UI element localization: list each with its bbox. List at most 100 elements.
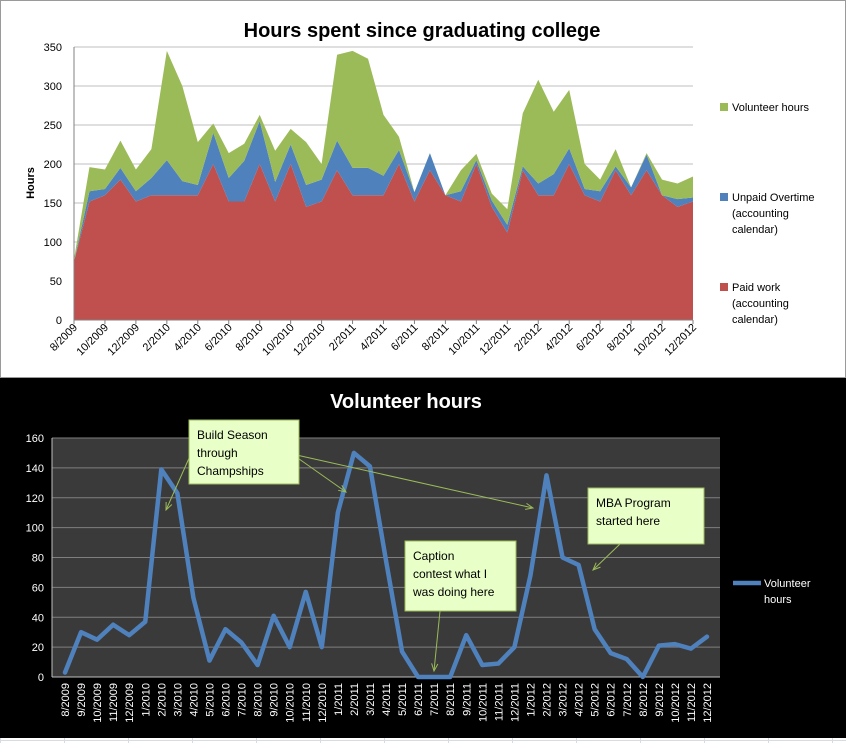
chart1-area-2 [74, 50, 693, 262]
chart1-xtick-label: 6/2011 [389, 322, 421, 354]
chart2-ytick-label: 160 [26, 433, 44, 445]
chart2-callout-text: Caption [413, 549, 454, 563]
chart2-callout-box [404, 540, 517, 612]
chart2-callout-arrowhead [165, 501, 173, 512]
chart2-xtick-label: 2/2010 [156, 683, 168, 717]
chart2-xtick-label: 2/2012 [542, 683, 554, 717]
chart1-xtick-label: 4/2011 [358, 322, 390, 354]
chart1-xtick-label: 2/2012 [512, 322, 544, 354]
chart2-xtick-label: 9/2012 [654, 683, 666, 717]
chart2-xtick-label: 9/2011 [461, 683, 473, 716]
chart2-xtick-label: 1/2010 [140, 683, 152, 717]
chart2-series-line [62, 450, 710, 680]
chart1-xtick-label: 4/2012 [543, 322, 575, 354]
chart1-ytick-label: 50 [50, 276, 62, 288]
chart2-callout-arrowhead [338, 484, 348, 493]
chart1-ylabel: Hours [25, 167, 37, 199]
chart2-xtick-label: 7/2012 [622, 683, 634, 717]
chart2-xtick-label: 11/2011 [493, 683, 505, 721]
chart1-legend-swatch [720, 193, 728, 201]
chart2-callout-arrowhead [431, 663, 439, 673]
chart2-xtick-label: 11/2009 [108, 683, 120, 722]
chart2-xtick-label: 2/2011 [349, 683, 361, 716]
chart2-title: Volunteer hours [330, 391, 482, 413]
chart2-xtick-label: 12/2011 [509, 683, 521, 722]
chart2-callout-arrowhead [525, 502, 535, 510]
chart1-title: Hours spent since graduating college [244, 20, 601, 42]
volunteer-line-svg: Volunteer hours 0 20 40 60 80 100 120 140 160 8/20… [26, 391, 811, 723]
chart2-xtick-label: 1/2012 [525, 683, 537, 717]
chart2-xtick-label: 9/2010 [269, 683, 281, 717]
chart1-xtick-label: 10/2010 [260, 322, 297, 359]
chart2-callout-text: Build Season [197, 428, 268, 442]
chart2-callout-arrow [291, 453, 534, 509]
chart2-xtick-label: 11/2012 [686, 683, 698, 722]
chart2-callout-text: Champships [197, 464, 264, 478]
chart2-callout-arrow [433, 610, 441, 672]
chart1-legend-label: Paid work (accounting calendar) [732, 282, 789, 326]
chart2-xtick-label: 10/2010 [285, 683, 297, 723]
chart2-ytick-label: 120 [26, 493, 44, 505]
chart2-xtick-label: 8/2011 [445, 683, 457, 716]
chart2-callout-box [587, 487, 705, 545]
chart2-xtick-label: 5/2011 [397, 683, 409, 716]
chart1-ytick-label: 200 [44, 159, 62, 171]
chart2-xtick-label: 6/2012 [606, 683, 618, 717]
chart2-ytick-label: 60 [32, 582, 44, 594]
chart2-callout-arrowhead [592, 562, 601, 571]
chart1-ytick-label: 100 [44, 237, 62, 249]
chart2-xtick-label: 6/2010 [221, 683, 233, 717]
chart2-callout-text: through [197, 446, 238, 460]
chart2-callout-text: MBA Program [596, 496, 671, 510]
chart2-xtick-label: 3/2010 [172, 683, 184, 717]
chart2-xtick-label: 8/2012 [638, 683, 650, 717]
volunteer-line-chart[interactable]: Volunteer hours 0 20 40 60 80 100 120 140 160 8/20… [0, 378, 846, 738]
chart1-legend-label: Volunteer hours [732, 102, 810, 114]
chart2-xtick-label: 12/2009 [124, 683, 136, 723]
chart2-xtick-label: 3/2012 [558, 683, 570, 717]
chart1-xtick-label: 12/2011 [477, 322, 513, 358]
stacked-area-svg: Hours spent since graduating college 0 50 1… [25, 20, 815, 359]
chart1-xtick-label: 12/2010 [291, 322, 328, 359]
chart1-ytick-label: 0 [56, 315, 62, 327]
chart1-legend-swatch [720, 283, 728, 291]
chart1-xtick-label: 2/2010 [141, 322, 173, 354]
chart2-xtick-label: 3/2011 [365, 683, 377, 716]
chart2-ytick-label: 80 [32, 553, 44, 565]
chart2-xtick-label: 7/2010 [237, 683, 249, 717]
chart2-ytick-label: 140 [26, 463, 44, 475]
chart2-callout-arrow [291, 453, 347, 493]
chart1-xtick-label: 12/2009 [105, 322, 142, 359]
chart1-area-1 [74, 121, 693, 262]
chart2-xtick-label: 5/2012 [590, 683, 602, 717]
chart1-xtick-label: 6/2012 [574, 322, 606, 354]
chart2-xtick-label: 4/2012 [574, 683, 586, 717]
chart2-callout-box [188, 419, 300, 485]
chart2-xtick-label: 5/2010 [204, 683, 216, 717]
chart1-xtick-label: 6/2010 [203, 322, 235, 354]
chart2-ytick-label: 40 [32, 612, 44, 624]
chart1-xtick-label: 10/2011 [446, 322, 482, 358]
chart2-callout-text: started here [596, 514, 660, 528]
chart2-xtick-label: 9/2009 [76, 683, 88, 717]
stacked-area-chart[interactable]: Hours spent since graduating college 0 50 1… [0, 0, 846, 378]
chart2-xtick-label: 6/2011 [413, 683, 425, 716]
chart2-xtick-label: 4/2010 [188, 683, 200, 717]
chart1-legend-label: Unpaid Overtime (accounting calendar) [732, 192, 815, 236]
chart1-ytick-label: 150 [44, 198, 62, 210]
chart2-callout-arrow [165, 455, 191, 511]
chart2-xtick-label: 1/2011 [333, 683, 345, 716]
chart1-xtick-label: 10/2012 [632, 322, 669, 359]
chart1-ytick-label: 350 [44, 42, 62, 54]
chart1-legend-swatch [720, 103, 728, 111]
chart2-xtick-label: 10/2011 [477, 683, 489, 722]
chart2-xtick-label: 10/2009 [92, 683, 104, 723]
chart2-xtick-label: 12/2010 [317, 683, 329, 723]
chart2-ytick-label: 100 [26, 523, 44, 535]
chart1-area-0 [74, 164, 693, 320]
chart1-ytick-label: 250 [44, 120, 62, 132]
chart2-xtick-label: 4/2011 [381, 683, 393, 716]
chart2-xtick-label: 10/2012 [670, 683, 682, 723]
chart1-xtick-label: 2/2011 [327, 322, 359, 354]
chart2-xtick-label: 12/2012 [702, 683, 714, 723]
